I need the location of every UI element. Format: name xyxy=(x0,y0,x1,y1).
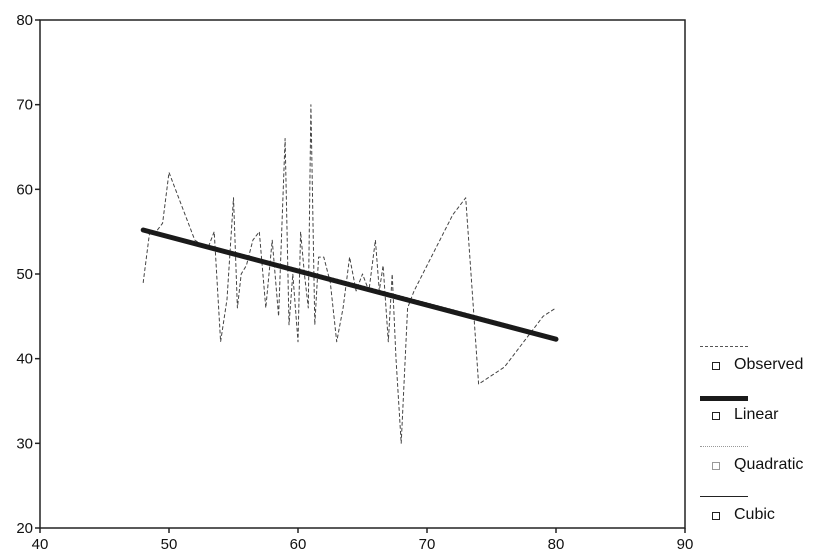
series-layer xyxy=(140,104,559,444)
legend-item-linear: Linear xyxy=(700,390,817,440)
legend-item-cubic: Cubic xyxy=(700,490,817,540)
y-tick-label: 60 xyxy=(16,181,33,198)
legend-swatch-observed xyxy=(700,346,748,347)
x-tick-label: 90 xyxy=(677,536,694,553)
legend-item-quadratic: Quadratic xyxy=(700,440,817,490)
x-tick-label: 50 xyxy=(161,536,178,553)
legend-label-cubic: Cubic xyxy=(734,506,775,523)
legend-label-linear: Linear xyxy=(734,406,779,423)
legend-swatch-quadratic xyxy=(700,446,748,447)
legend: Observed Linear Quadratic Cubic xyxy=(700,340,817,540)
series-line-observed xyxy=(142,104,557,444)
legend-marker-observed xyxy=(712,362,720,370)
axis-ticks: 40 50 60 70 80 90 20 30 40 50 60 70 80 xyxy=(16,12,693,553)
legend-swatch-linear xyxy=(700,396,748,401)
legend-marker-quadratic xyxy=(712,462,720,470)
x-tick-label: 80 xyxy=(548,536,565,553)
legend-label-quadratic: Quadratic xyxy=(734,456,804,473)
y-tick-label: 50 xyxy=(16,266,33,283)
legend-marker-linear xyxy=(712,412,720,420)
x-tick-label: 60 xyxy=(290,536,307,553)
y-tick-label: 70 xyxy=(16,97,33,114)
y-tick-label: 40 xyxy=(16,351,33,368)
legend-label-observed: Observed xyxy=(734,356,804,373)
legend-swatch-cubic xyxy=(700,496,748,497)
y-tick-label: 30 xyxy=(16,435,33,452)
x-tick-label: 70 xyxy=(419,536,436,553)
series-line-linear xyxy=(140,227,559,342)
legend-marker-cubic xyxy=(712,512,720,520)
legend-item-observed: Observed xyxy=(700,340,817,390)
y-tick-label: 80 xyxy=(16,12,33,29)
y-tick-label: 20 xyxy=(16,520,33,537)
x-tick-label: 40 xyxy=(32,536,49,553)
